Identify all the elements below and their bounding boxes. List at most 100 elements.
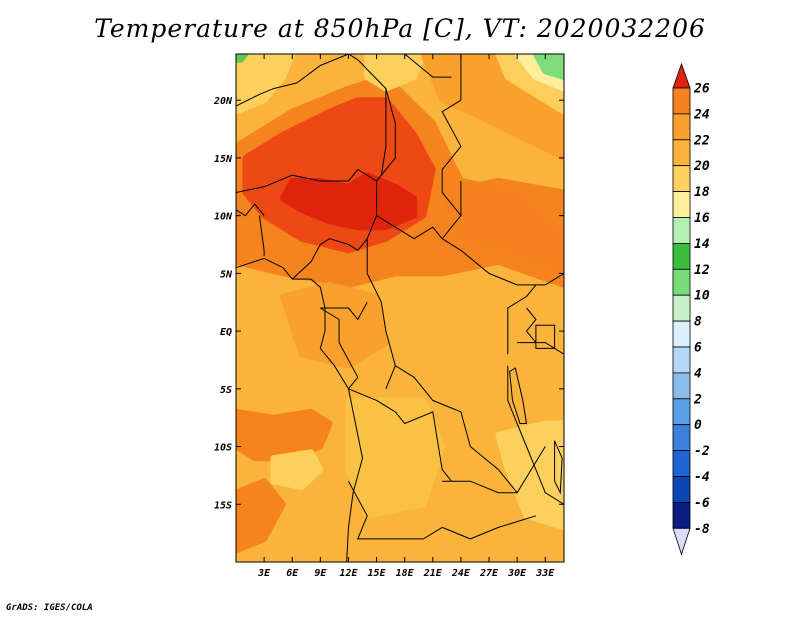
colorbar-swatch (672, 424, 691, 452)
lat-tick-label: 5S (220, 385, 232, 396)
colorbar-label: 24 (693, 107, 710, 122)
colorbar-swatch (672, 165, 691, 192)
colorbar-label: 18 (694, 185, 710, 200)
country-border (507, 365, 518, 424)
lon-tick-label: 24E (451, 568, 471, 579)
lon-tick-label: 6E (286, 568, 299, 579)
colorbar-bottom-arrow (672, 527, 691, 556)
lon-tick-label: 3E (257, 568, 271, 579)
colorbar-label: 14 (694, 237, 710, 252)
lat-tick-label: 20N (213, 96, 233, 107)
lat-tick-label: 15N (214, 154, 233, 165)
country-border (442, 515, 537, 540)
colorbar-label: -4 (694, 470, 710, 485)
colorbar-label: 26 (693, 82, 710, 97)
colorbar-label: 6 (694, 341, 702, 356)
lat-tick-label: 10N (214, 212, 233, 223)
lat-tick-label: EQ (220, 327, 232, 338)
country-border (376, 88, 396, 182)
colorbar-swatch (672, 139, 691, 167)
colorbar-swatch (672, 476, 691, 503)
country-border (291, 181, 378, 280)
colorbar-label: -2 (694, 444, 710, 459)
colorbar-swatch (672, 113, 691, 141)
lat-tick-label: 10S (214, 443, 232, 454)
colorbar-label: 4 (694, 366, 702, 381)
colorbar-swatch (672, 87, 691, 115)
colorbar-label: -6 (694, 496, 710, 511)
colorbar-swatch (672, 320, 691, 348)
field-region-central-blob (279, 281, 389, 369)
lon-tick-label: 21E (423, 568, 443, 579)
colorbar-label: 16 (694, 211, 710, 226)
country-border (258, 215, 265, 256)
country-border (320, 301, 368, 321)
field-region-ne-green-2 (236, 54, 249, 63)
field-region-south-hot-band (236, 408, 333, 462)
lat-tick-label: 15S (214, 500, 232, 511)
lon-tick-label: 18E (396, 568, 415, 579)
field-region-southeast-pale (495, 420, 564, 531)
map-axes: 3E 6E 9E 12E 15E 18E 21E 24E 27E 30E 33E 20N 15N 10N 5… (213, 54, 564, 579)
country-border (517, 342, 564, 355)
colorbar-label: 12 (694, 263, 710, 278)
lake-outline (554, 440, 563, 495)
field-region-upper-left-cool-2 (364, 54, 427, 92)
field-region-core-hottest (279, 172, 418, 231)
country-border (348, 388, 452, 482)
colorbar-swatch (672, 372, 691, 400)
lon-tick-label: 33E (535, 568, 555, 579)
country-border (366, 238, 396, 389)
chart-title: Temperature at 850hPa [C], VT: 202003220… (94, 14, 706, 43)
colorbar-label: 0 (694, 418, 702, 433)
colorbar-swatch (672, 294, 691, 322)
lake-outline (535, 324, 556, 349)
country-border (348, 480, 443, 540)
field-region-south-cool-patch (270, 449, 324, 490)
country-border (320, 307, 359, 390)
colorbar-swatch (672, 217, 691, 244)
lon-tick-label: 15E (368, 568, 387, 579)
country-border (507, 284, 537, 355)
field-region-ne-green (532, 54, 564, 81)
lat-tick-label: 5N (220, 269, 233, 280)
country-border (367, 54, 452, 78)
country-border (441, 181, 462, 240)
lon-tick-label: 30E (507, 568, 527, 579)
lon-tick-label: 12E (339, 568, 358, 579)
lake-outline (509, 367, 528, 424)
coastline (236, 257, 364, 562)
colorbar-swatch (672, 268, 691, 296)
colorbar-top-arrow (672, 62, 691, 89)
temperature-field (236, 54, 564, 562)
field-region-south-central-light (345, 397, 446, 519)
colorbar-label: 10 (694, 289, 710, 304)
country-border (442, 480, 518, 494)
country-border (441, 99, 462, 216)
lon-tick-label: 27E (479, 568, 499, 579)
country-border (516, 423, 564, 505)
country-borders (236, 54, 564, 562)
country-border (236, 168, 377, 193)
country-border (236, 203, 265, 217)
colorbar-label: 20 (693, 159, 710, 174)
map-frame (235, 53, 565, 563)
field-region-east-warm (439, 178, 564, 277)
grads-credit: GrADS: IGES/COLA (6, 603, 93, 613)
colorbar-label: 8 (694, 315, 702, 330)
country-border (376, 215, 564, 286)
colorbar-swatch (672, 242, 691, 270)
country-border (525, 307, 537, 343)
colorbar-label: 2 (693, 392, 702, 407)
colorbar-label: -8 (694, 522, 710, 537)
colorbar-swatch (672, 450, 691, 477)
colorbar-swatch (672, 398, 691, 426)
colorbar-swatch (672, 191, 691, 218)
lon-tick-label: 9E (314, 568, 327, 579)
country-border (236, 54, 349, 107)
colorbar-swatch (672, 346, 691, 374)
colorbar-swatch (672, 501, 691, 529)
field-region-south-warm-2 (236, 478, 286, 554)
